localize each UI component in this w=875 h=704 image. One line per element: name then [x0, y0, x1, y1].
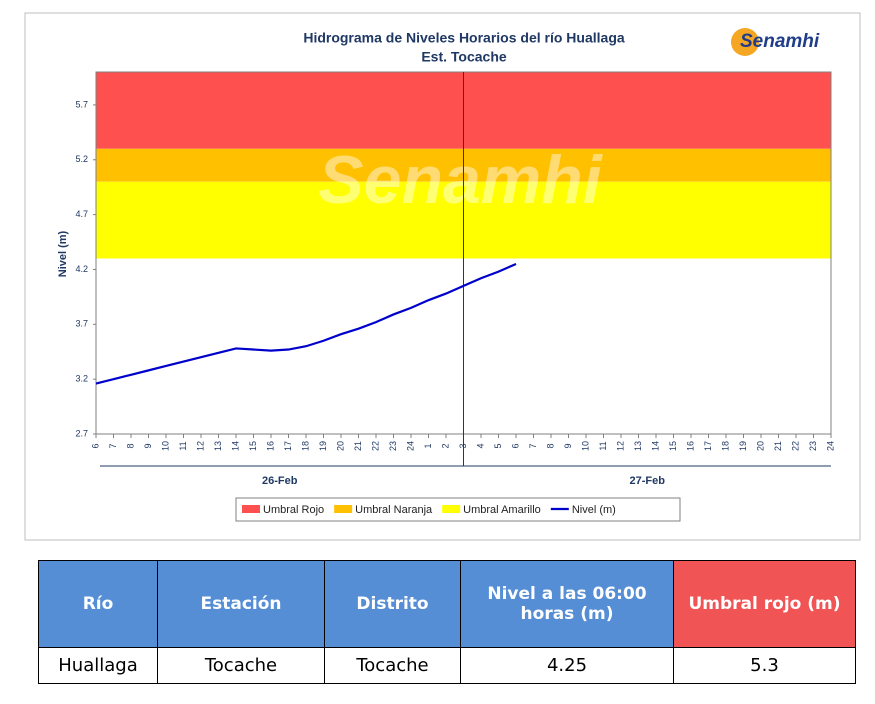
x-tick-label: 23 [388, 441, 398, 451]
header-cell: Río [38, 560, 158, 648]
x-tick-label: 20 [335, 441, 345, 451]
group-label: 27-Feb [630, 475, 666, 487]
y-tick-label: 5.2 [75, 154, 88, 164]
x-tick-label: 2 [440, 443, 450, 448]
x-tick-label: 17 [283, 441, 293, 451]
x-tick-label: 24 [825, 441, 835, 451]
x-tick-label: 7 [528, 443, 538, 448]
y-tick-label: 4.2 [75, 264, 88, 274]
x-tick-label: 13 [213, 441, 223, 451]
x-tick-label: 11 [598, 441, 608, 450]
legend-label: Umbral Naranja [355, 504, 433, 516]
x-tick-label: 8 [125, 443, 135, 448]
legend: Umbral Rojo Umbral Naranja Umbral Amarillo… [235, 497, 681, 522]
body-row: Huallaga Tocache Tocache 4.25 5.3 [38, 647, 856, 684]
header-cell: Nivel a las 06:00 horas (m) [460, 560, 674, 648]
cell: Tocache [324, 647, 461, 684]
x-tick-label: 1 [423, 443, 433, 448]
x-tick-label: 12 [615, 441, 625, 451]
cell: Huallaga [38, 647, 158, 684]
level-line [95, 262, 517, 385]
x-tick-label: 4 [475, 443, 485, 448]
logo-sun [731, 28, 759, 56]
x-tick-label: 17 [703, 441, 713, 451]
x-tick-label: 10 [580, 441, 590, 451]
x-tick-label: 16 [685, 441, 695, 451]
y-tick-label: 4.7 [75, 209, 88, 219]
header-cell: Estación [157, 560, 325, 648]
cell: 5.3 [673, 647, 856, 684]
legend-swatch [242, 505, 260, 513]
x-tick-label: 23 [808, 441, 818, 451]
x-tick-label: 11 [178, 441, 188, 450]
x-tick-label: 10 [160, 441, 170, 451]
x-tick-label: 22 [790, 441, 800, 451]
x-tick-label: 6 [90, 443, 100, 448]
header-cell: Umbral rojo (m) [673, 560, 856, 648]
logo-text: Senamhi [740, 31, 820, 52]
header-cell: Distrito [324, 560, 461, 648]
y-tick-label: 5.7 [75, 99, 88, 109]
y-tick-label: 3.2 [75, 374, 88, 384]
x-tick-label: 19 [738, 441, 748, 451]
y-tick-label: 2.7 [75, 428, 88, 438]
x-tick-label: 9 [143, 443, 153, 448]
x-tick-label: 16 [265, 441, 275, 451]
x-tick-label: 18 [300, 441, 310, 451]
legend-label: Umbral Amarillo [463, 504, 541, 516]
x-tick-label: 12 [195, 441, 205, 451]
x-tick-label: 9 [563, 443, 573, 448]
y-tick-label: 3.7 [75, 319, 88, 329]
x-tick-label: 20 [755, 441, 765, 451]
x-tick-label: 8 [545, 443, 555, 448]
x-tick-label: 15 [248, 441, 258, 451]
x-tick-label: 6 [510, 443, 520, 448]
legend-label: Umbral Rojo [263, 504, 324, 516]
chart: Hidrograma de Niveles Horarios del río H… [24, 12, 861, 541]
x-tick-label: 5 [493, 443, 503, 448]
x-tick-label: 19 [318, 441, 328, 451]
legend-swatch [334, 505, 353, 513]
cell: 4.25 [460, 647, 674, 684]
cell: Tocache [157, 647, 325, 684]
x-tick-label: 24 [405, 441, 415, 451]
chart-subtitle: Est. Tocache [421, 49, 507, 65]
summary-table: Río Estación Distrito Nivel a las 06:00 … [38, 560, 856, 684]
x-tick-label: 22 [370, 441, 380, 451]
x-tick-label: 14 [230, 441, 240, 451]
x-tick-label: 21 [353, 441, 363, 451]
watermark: Senamhi [318, 142, 604, 218]
x-tick-label: 7 [108, 443, 118, 448]
legend-swatch [442, 505, 461, 513]
y-axis-label: Nivel (m) [57, 230, 69, 277]
group-label: 26-Feb [262, 475, 298, 487]
x-tick-label: 18 [720, 441, 730, 451]
x-tick-label: 15 [668, 441, 678, 451]
x-tick-label: 21 [773, 441, 783, 451]
chart-title: Hidrograma de Niveles Horarios del río H… [303, 30, 625, 46]
x-tick-label: 3 [458, 443, 468, 448]
x-tick-label: 13 [633, 441, 643, 451]
x-tick-label: 14 [650, 441, 660, 451]
header-row: Río Estación Distrito Nivel a las 06:00 … [38, 560, 856, 648]
legend-label: Nivel (m) [572, 504, 616, 516]
